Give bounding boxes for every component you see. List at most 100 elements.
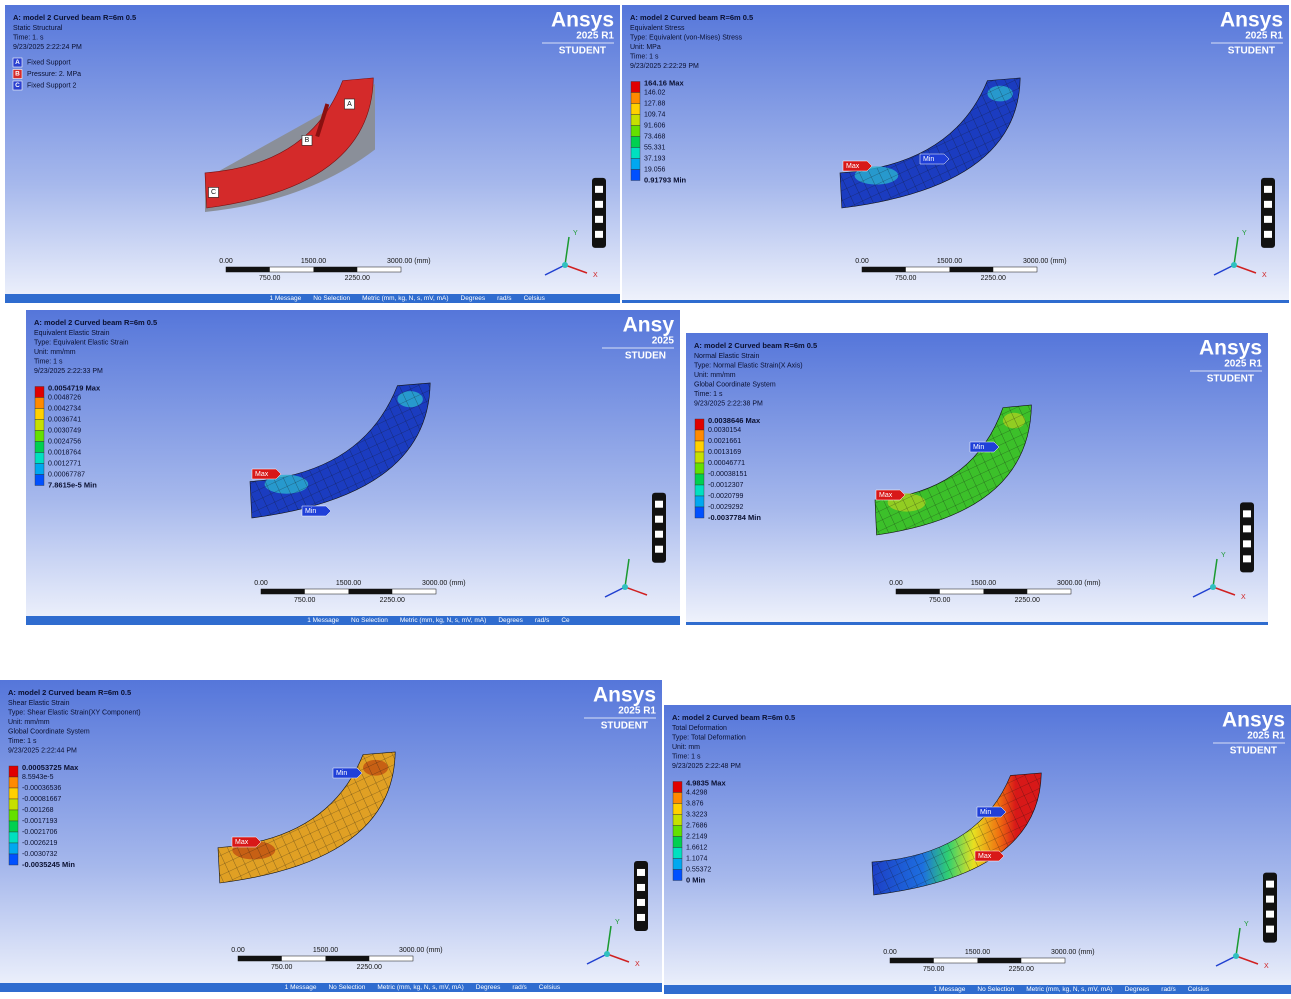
legend-label: 1.1074: [686, 855, 708, 862]
toolbar-icon[interactable]: [1266, 881, 1274, 888]
status-item[interactable]: Metric (mm, kg, N, s, mV, mA): [1026, 986, 1112, 993]
status-item[interactable]: rad/s: [1161, 986, 1176, 993]
status-item[interactable]: rad/s: [512, 984, 527, 991]
toolbar-icon[interactable]: [1243, 525, 1251, 532]
legend-label: 2.7686: [686, 822, 708, 829]
toolbar-icon[interactable]: [655, 531, 663, 538]
toolbar-icon[interactable]: [655, 501, 663, 508]
legend-cell: [631, 148, 640, 159]
status-item[interactable]: No Selection: [313, 295, 350, 302]
legend-label: 7.8615e-5 Min: [48, 480, 97, 489]
info-line: Unit: mm/mm: [8, 719, 50, 726]
info-line: Total Deformation: [672, 725, 727, 732]
scale-label: 1500.00: [965, 949, 990, 956]
info-line: 9/23/2025 2:22:24 PM: [13, 44, 82, 51]
triad-origin: [1233, 953, 1239, 959]
status-item[interactable]: No Selection: [977, 986, 1014, 993]
info-line: 9/23/2025 2:22:44 PM: [8, 747, 77, 754]
status-item[interactable]: Celsius: [1188, 986, 1210, 993]
status-item[interactable]: rad/s: [535, 617, 550, 624]
legend-label: 109.74: [644, 111, 666, 118]
toolbar-icon[interactable]: [1266, 896, 1274, 903]
viewport-panel: A: model 2 Curved beam R=6m 0.5Equivalen…: [26, 310, 680, 625]
status-item[interactable]: Celsius: [539, 984, 561, 991]
toolbar-icon[interactable]: [655, 546, 663, 553]
status-item[interactable]: Degrees: [1125, 986, 1150, 993]
status-item[interactable]: 1 Message: [307, 617, 339, 624]
legend-cell: [695, 485, 704, 496]
legend-label: 0.91793 Min: [644, 175, 687, 184]
toolbar-icon[interactable]: [637, 899, 645, 906]
toolbar-icon[interactable]: [1264, 216, 1272, 223]
scale-label: 1500.00: [301, 258, 326, 265]
scale-label: 0.00: [219, 258, 233, 265]
version: 2025 R1: [1245, 31, 1283, 42]
toolbar-icon[interactable]: [1264, 231, 1272, 238]
toolbar-icon[interactable]: [595, 201, 603, 208]
legend-label: 0.00046771: [708, 460, 745, 467]
triad-label: X: [635, 961, 640, 968]
toolbar-icon[interactable]: [1243, 510, 1251, 517]
scale-label: 2250.00: [1009, 966, 1034, 973]
status-item[interactable]: No Selection: [351, 617, 388, 624]
probe-label: Min: [973, 444, 984, 451]
legend-cell: [673, 837, 682, 848]
legend-label: 0.00053725 Max: [22, 763, 79, 772]
toolbar-icon[interactable]: [637, 914, 645, 921]
info-line: Global Coordinate System: [694, 381, 776, 388]
scale-label: 1500.00: [937, 258, 962, 265]
status-item[interactable]: 1 Message: [934, 986, 966, 993]
status-item[interactable]: Degrees: [461, 295, 486, 302]
info-line: Unit: mm/mm: [694, 372, 736, 379]
legend-cell: [673, 826, 682, 837]
status-item[interactable]: Degrees: [498, 617, 523, 624]
legend-cell: [35, 475, 44, 486]
status-item[interactable]: 1 Message: [269, 295, 301, 302]
support-label: Pressure: 2. MPa: [27, 71, 81, 78]
info-line: Type: Normal Elastic Strain(X Axis): [694, 362, 803, 369]
status-item[interactable]: Metric (mm, kg, N, s, mV, mA): [362, 295, 448, 302]
info-line: Equivalent Stress: [630, 25, 685, 32]
toolbar-icon[interactable]: [655, 516, 663, 523]
status-item[interactable]: Degrees: [476, 984, 501, 991]
legend-cell: [9, 854, 18, 865]
info-line: Type: Equivalent (von-Mises) Stress: [630, 34, 743, 41]
legend-cell: [9, 799, 18, 810]
legend-cell: [695, 419, 704, 430]
status-item[interactable]: Metric (mm, kg, N, s, mV, mA): [377, 984, 463, 991]
status-item[interactable]: rad/s: [497, 295, 512, 302]
status-item[interactable]: 1 Message: [285, 984, 317, 991]
toolbar-icon[interactable]: [1266, 911, 1274, 918]
toolbar-icon[interactable]: [595, 216, 603, 223]
support-key: B: [15, 71, 20, 78]
toolbar-icon[interactable]: [1243, 555, 1251, 562]
status-item[interactable]: Celsius: [524, 295, 546, 302]
status-item[interactable]: Metric (mm, kg, N, s, mV, mA): [400, 617, 486, 624]
legend-label: 2.2149: [686, 833, 708, 840]
legend-cell: [9, 810, 18, 821]
toolbar-icon[interactable]: [1264, 201, 1272, 208]
scale-bar-segment: [896, 589, 940, 594]
legend-label: 19.056: [644, 166, 666, 173]
toolbar-icon[interactable]: [595, 186, 603, 193]
legend-cell: [695, 463, 704, 474]
probe-label: Min: [336, 770, 347, 777]
status-item[interactable]: Ce: [561, 617, 570, 624]
scale-bar-segment: [978, 958, 1022, 963]
status-item[interactable]: No Selection: [328, 984, 365, 991]
info-line: Time: 1 s: [630, 53, 659, 60]
scale-label: 750.00: [923, 966, 945, 973]
toolbar-icon[interactable]: [637, 869, 645, 876]
toolbar-icon[interactable]: [1266, 926, 1274, 933]
toolbar-icon[interactable]: [595, 231, 603, 238]
toolbar-icon[interactable]: [1243, 540, 1251, 547]
toolbar-icon[interactable]: [637, 884, 645, 891]
toolbar-icon[interactable]: [1264, 186, 1272, 193]
version: 2025 R1: [1247, 731, 1285, 742]
info-line: Time: 1 s: [694, 391, 723, 398]
legend-cell: [631, 170, 640, 181]
panel-title: A: model 2 Curved beam R=6m 0.5: [630, 13, 753, 22]
triad-label: Y: [573, 230, 578, 237]
info-line: Static Structural: [13, 25, 63, 32]
collage: A: model 2 Curved beam R=6m 0.5 Static St…: [0, 0, 1291, 994]
